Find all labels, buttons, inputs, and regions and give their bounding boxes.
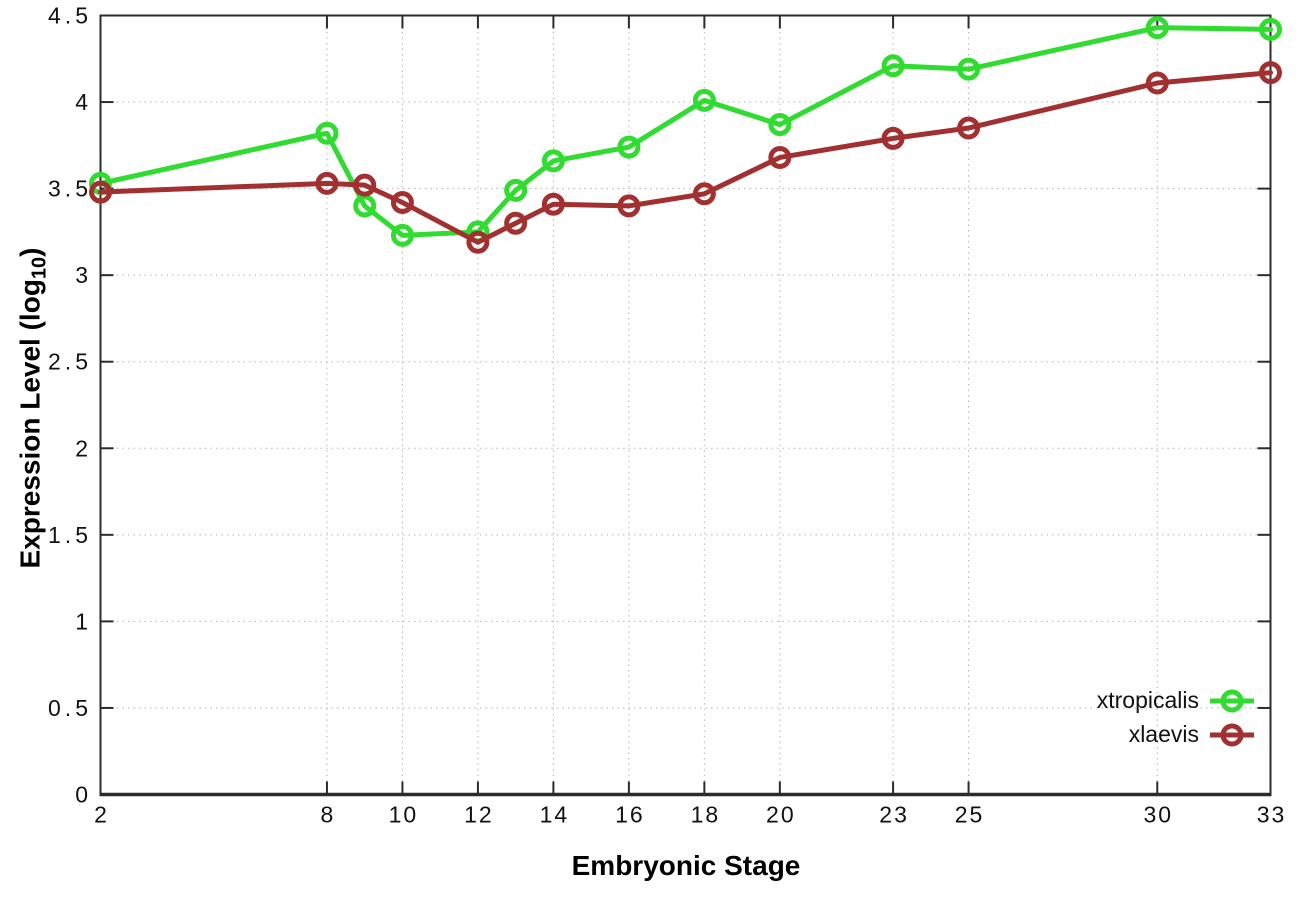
data-point-xtropicalis-18 [692, 88, 716, 112]
x-tick-label: 8 [321, 802, 336, 828]
y-axis-title-close: ) [14, 247, 46, 257]
series-xtropicalis [89, 16, 1282, 247]
data-point-xtropicalis-33 [1259, 17, 1282, 41]
x-tick-label: 23 [879, 802, 909, 828]
tick-labels: 0 0.5 1 1.5 2 2.5 3 3.5 4 4.5 2 8 10 12 14 16 18 20 23 25 30… [48, 3, 1287, 828]
x-tick-label: 10 [389, 802, 419, 828]
data-point-xtropicalis-25 [957, 57, 981, 81]
plot-border [99, 14, 1272, 796]
data-point-xtropicalis-20 [768, 113, 792, 137]
data-point-xlaevis-16 [617, 194, 641, 218]
data-point-xlaevis-12 [466, 230, 490, 254]
y-axis-title: Expression Level (log10) [15, 248, 52, 569]
data-point-xlaevis-25 [957, 116, 981, 140]
data-point-xtropicalis-14 [541, 149, 565, 173]
x-tick-label: 14 [540, 802, 570, 828]
data-point-xtropicalis-10 [390, 223, 414, 247]
y-tick-label: 3.5 [48, 176, 92, 202]
x-tick-label: 16 [615, 802, 645, 828]
line-circle-marker-icon [1210, 723, 1254, 746]
y-tick-label: 0.5 [48, 695, 92, 721]
series-line-xlaevis [98, 70, 1273, 245]
gridlines [100, 15, 1271, 795]
y-tick-label: 2.5 [48, 349, 92, 375]
series-line-xtropicalis [98, 25, 1273, 238]
y-tick-label: 4.5 [48, 3, 92, 29]
data-point-xlaevis-33 [1259, 61, 1282, 85]
data-point-xlaevis-23 [881, 126, 905, 150]
y-axis-title-subscript: 10 [28, 256, 51, 280]
line-circle-marker-icon [1210, 689, 1254, 712]
x-axis-title: Embryonic Stage [571, 850, 801, 881]
x-tick-label: 2 [94, 802, 109, 828]
legend-label-xlaevis: xlaevis [1128, 721, 1199, 747]
y-tick-label: 2 [75, 435, 92, 461]
x-tick-label: 20 [766, 802, 796, 828]
x-tick-label: 18 [691, 802, 721, 828]
x-tick-label: 12 [464, 802, 494, 828]
data-point-xtropicalis-16 [617, 135, 641, 159]
y-axis-title-text: Expression Level (log [14, 279, 46, 569]
data-point-xtropicalis-23 [881, 54, 905, 78]
data-point-xlaevis-30 [1145, 71, 1169, 95]
data-point-xlaevis-18 [692, 182, 716, 206]
y-tick-label: 4 [75, 89, 92, 115]
data-point-xtropicalis-13 [504, 178, 528, 202]
data-point-xlaevis-10 [390, 190, 414, 214]
data-point-xtropicalis-8 [315, 121, 339, 145]
data-point-xlaevis-8 [315, 171, 339, 195]
data-point-xtropicalis-30 [1145, 16, 1169, 40]
data-point-xlaevis-2 [89, 180, 112, 204]
legend: xtropicalis xlaevis [1097, 686, 1256, 749]
y-tick-label: 1.5 [48, 522, 92, 548]
x-tick-label: 25 [955, 802, 985, 828]
legend-entry-xlaevis: xlaevis [1129, 720, 1256, 749]
data-point-xlaevis-9 [353, 173, 377, 197]
data-point-xlaevis-13 [504, 211, 528, 235]
axis-ticks [99, 14, 1272, 796]
x-tick-label: 33 [1257, 802, 1287, 828]
y-tick-label: 0 [75, 782, 92, 808]
y-tick-label: 1 [75, 608, 92, 634]
data-point-xlaevis-20 [768, 145, 792, 169]
y-tick-label: 3 [75, 262, 92, 288]
legend-label-xtropicalis: xtropicalis [1096, 687, 1199, 713]
legend-entry-xtropicalis: xtropicalis [1097, 686, 1256, 715]
data-point-xlaevis-14 [541, 192, 565, 216]
data-point-xtropicalis-9 [353, 194, 377, 218]
series-xlaevis [89, 61, 1282, 254]
x-tick-label: 30 [1143, 802, 1173, 828]
